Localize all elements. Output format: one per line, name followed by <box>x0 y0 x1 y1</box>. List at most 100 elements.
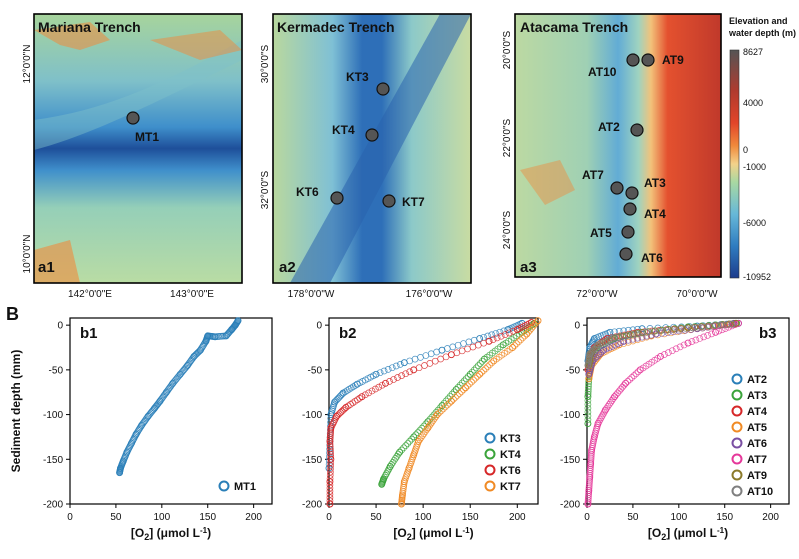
map-mariana-slope <box>34 40 242 150</box>
data-point-AT10-6 <box>584 361 592 369</box>
xtick-label-b1-1: 50 <box>110 512 122 523</box>
data-point-AT10-2-4 <box>624 332 632 339</box>
series-KT3 <box>325 319 526 472</box>
data-point-KT7-4-5 <box>466 380 473 388</box>
data-point-AT10-4-3 <box>591 345 598 353</box>
data-point-AT9-2-1 <box>634 329 642 337</box>
data-point-AT10-4-1 <box>593 342 601 350</box>
data-point-KT4-3-1 <box>478 357 486 365</box>
plot-panel-label-b1: b1 <box>80 325 98 342</box>
legend-marker-AT3 <box>731 389 743 401</box>
data-point-KT6-5-3 <box>372 385 379 393</box>
ytick-label-b1-4: -200 <box>43 500 63 511</box>
plot-panel-label-b2: b2 <box>339 325 357 342</box>
data-point-KT3-4-2 <box>392 362 400 370</box>
data-point-KT4-10-4 <box>383 470 390 477</box>
map-atacama-background <box>515 14 721 277</box>
data-point-AT7-1-4 <box>696 335 704 342</box>
legend-label-AT4: AT4 <box>747 406 768 418</box>
series-AT10 <box>584 320 736 369</box>
xtick-label-b3-3: 150 <box>716 512 733 523</box>
data-point-AT10-1-4 <box>663 327 670 334</box>
series-AT7 <box>584 319 742 508</box>
data-point-AT7-5-6 <box>612 391 620 399</box>
data-point-KT6-6-4 <box>349 399 357 407</box>
data-point-KT4-6 <box>438 402 446 410</box>
site-marker-kt4 <box>365 128 379 142</box>
legend-marker-AT6 <box>731 437 743 449</box>
data-point-KT3-10-5 <box>325 457 333 464</box>
xtick-label-b2-2: 100 <box>415 512 432 523</box>
data-point-AT7-0-5 <box>718 326 726 334</box>
data-point-KT6-1 <box>513 326 521 334</box>
data-point-KT7-8-6 <box>416 436 424 443</box>
data-point-AT7-2 <box>684 339 692 347</box>
x-axis-label-b3: [O2] (μmol L-1) <box>648 526 728 542</box>
ytick-label-b2-3: -150 <box>302 455 322 466</box>
data-point-AT3-7 <box>584 393 592 401</box>
site-marker-kt6 <box>330 191 344 205</box>
xtick-label-b1-3: 150 <box>199 512 216 523</box>
legend-marker-AT2 <box>731 373 743 385</box>
data-point-AT5-6 <box>585 375 593 383</box>
map-mariana-background <box>34 14 242 283</box>
map-kermadec-frame <box>272 13 472 284</box>
data-point-KT6-4-3 <box>398 372 405 379</box>
data-point-AT7-4-6 <box>624 378 632 385</box>
data-point-AT3-6-4 <box>584 385 592 393</box>
site-marker-at7 <box>610 181 624 195</box>
plot-b1: 0 50 100 150 200 0 -50 -100 -150 -200 [O2] (μmol L… <box>9 317 273 542</box>
data-point-AT10-4-2 <box>592 344 600 351</box>
data-point-AT7-4-1 <box>634 368 642 376</box>
data-point-KT4-7-4 <box>416 427 424 434</box>
colorbar-label-1: 8627 <box>743 47 763 57</box>
data-point-AT7-0-6 <box>715 327 723 335</box>
map-mariana-high-patch <box>34 22 110 50</box>
ytick-label-b2-0: 0 <box>316 321 322 332</box>
series-MT1 <box>116 317 242 477</box>
data-point-KT4-3-5 <box>470 366 478 374</box>
site-label-at9: AT9 <box>662 53 684 67</box>
site-marker-at10 <box>626 53 640 67</box>
data-point-KT7-3-5 <box>480 367 488 374</box>
data-point-KT7-1-5 <box>513 340 520 348</box>
colorbar-label-6: -10952 <box>743 272 771 282</box>
ytick-label-b3-1: -50 <box>566 365 581 376</box>
data-point-KT6-1-4 <box>497 332 505 340</box>
data-point-KT6-10-2 <box>326 443 334 450</box>
legend-label-AT6: AT6 <box>747 438 767 450</box>
data-point-KT4-9-6 <box>388 461 395 468</box>
data-point-AT3-7-4 <box>584 408 592 416</box>
data-point-AT6-2-2 <box>643 332 651 340</box>
data-point-KT6-1-1 <box>509 327 517 335</box>
data-point-AT10-2-5 <box>620 332 628 340</box>
map-kermadec-xtick-1: 178°0'0"W <box>288 289 335 300</box>
data-point-KT7-5-2 <box>458 388 465 395</box>
data-point-KT7-4-1 <box>474 372 481 380</box>
colorbar: Elevation and water depth (m) 8627 4000 … <box>728 16 796 282</box>
data-point-AT3-8 <box>584 420 592 427</box>
data-point-KT7-4-4 <box>468 378 475 386</box>
legend-marker-KT6 <box>484 464 496 476</box>
data-point-AT7-7-5 <box>596 416 604 424</box>
data-point-KT6-10-1 <box>326 440 334 448</box>
data-point-KT7-1-1 <box>521 332 529 340</box>
data-point-KT7-1-3 <box>517 336 525 344</box>
site-label-at7: AT7 <box>582 168 604 182</box>
data-point-KT4-10-2 <box>384 466 392 474</box>
data-point-AT6-3-3 <box>611 341 619 349</box>
data-point-KT3-1-5 <box>484 332 492 340</box>
data-point-KT7-3-3 <box>484 363 492 371</box>
site-label-at6: AT6 <box>641 251 663 265</box>
data-point-KT6-10-3 <box>326 445 334 453</box>
site-label-kt4: KT4 <box>332 123 355 137</box>
data-point-KT6-12-3 <box>326 487 334 495</box>
data-point-AT7-1-1 <box>708 330 715 338</box>
legend-label-MT1: MT1 <box>234 481 256 493</box>
data-point-AT9-0-2 <box>718 321 726 328</box>
data-point-KT3-1-3 <box>492 330 500 337</box>
data-point-KT7-5-3 <box>456 390 463 397</box>
data-point-KT6-11-2 <box>327 462 334 470</box>
xtick-label-b3-2: 100 <box>670 512 687 523</box>
data-point-AT7-4-4 <box>628 374 636 381</box>
